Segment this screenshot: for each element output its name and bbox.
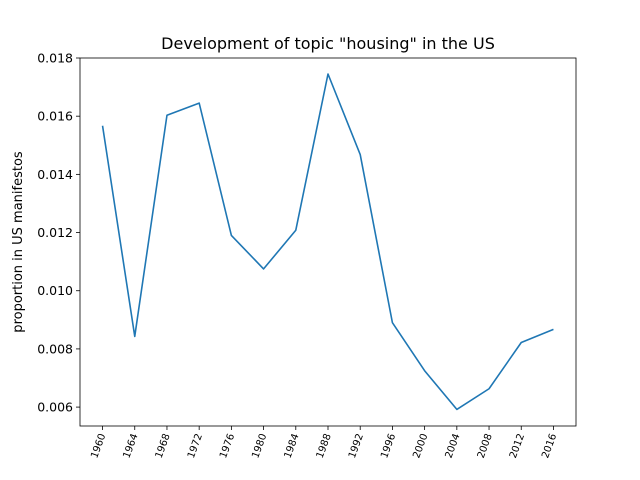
plot-frame [79,57,577,427]
x-tick-label: 2012 [508,432,527,460]
x-tick-label: 1960 [89,432,108,460]
x-tick-label: 1968 [154,432,173,460]
y-tick-label: 0.008 [37,341,73,356]
x-tick-label: 2008 [476,432,495,460]
y-tick-label: 0.016 [37,109,73,124]
series-line [101,73,554,411]
x-tick-label: 1976 [218,432,237,460]
x-tick-label: 1972 [186,432,205,460]
y-axis-label: proportion in US manifestos [11,151,26,333]
x-tick-label: 2000 [411,432,430,460]
y-tick-label: 0.018 [37,51,73,66]
x-tick-label: 2016 [540,432,559,460]
x-tick-label: 1980 [250,432,269,460]
x-axis-ticks: 1960 1964 1968 1972 1976 1980 1984 1988 1992 1996… [89,426,559,460]
y-tick-label: 0.012 [37,225,73,240]
y-tick-label: 0.006 [37,400,73,415]
x-tick-label: 1992 [347,432,366,460]
x-tick-label: 1996 [379,432,398,460]
x-tick-label: 1988 [315,432,334,460]
x-tick-label: 2004 [444,432,463,460]
y-tick-label: 0.010 [37,283,73,298]
chart-title: Development of topic "housing" in the US [161,34,495,53]
y-tick-label: 0.014 [37,167,73,182]
y-axis-ticks: 0.006 0.008 0.010 0.012 0.014 0.016 0.018 [37,51,80,415]
x-tick-label: 1984 [283,432,302,460]
x-tick-label: 1964 [122,432,141,460]
